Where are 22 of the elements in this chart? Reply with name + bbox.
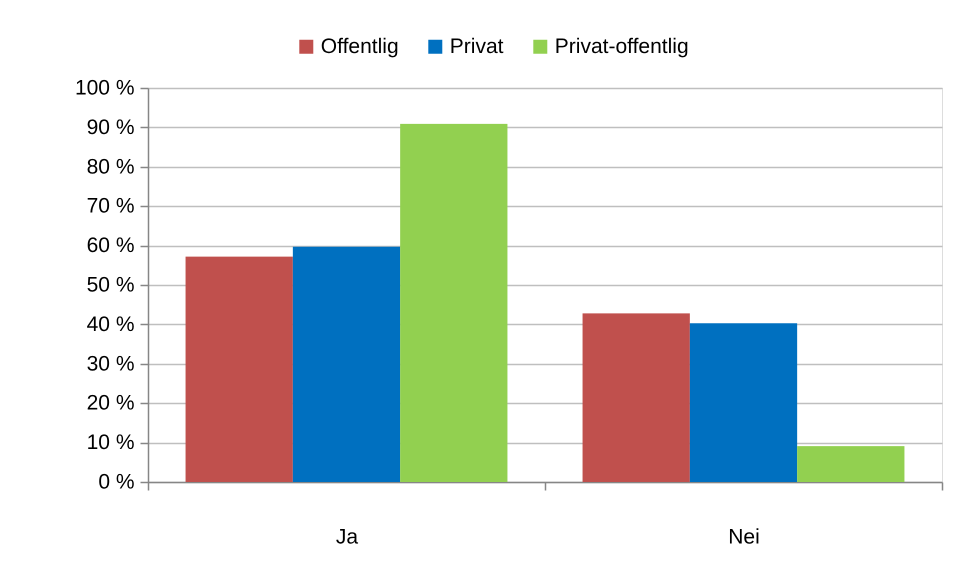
y-tick-label: 0 % [98,470,134,494]
bar [400,124,508,482]
y-tick-label: 70 % [86,194,134,218]
y-tick-label: 90 % [86,116,134,139]
bar [582,313,690,482]
bar [292,246,400,482]
bar [690,323,798,482]
y-tick-label: 80 % [86,155,134,178]
x-tick-label: Ja [336,526,358,548]
y-tick-label: 30 % [86,352,134,376]
y-tick-label: 50 % [86,274,134,296]
legend-label: Privat [450,34,504,58]
y-tick-label: 60 % [86,234,134,258]
legend-label: Privat-offentlig [554,34,689,58]
y-tick-label: 20 % [86,392,134,415]
y-tick-label: 10 % [86,431,134,454]
y-tick-label: 100 % [74,76,134,100]
legend-label: Offentlig [320,34,399,58]
bar [797,446,904,482]
x-tick-label: Nei [728,526,760,548]
y-tick-label: 40 % [86,312,134,336]
bar [186,256,293,482]
